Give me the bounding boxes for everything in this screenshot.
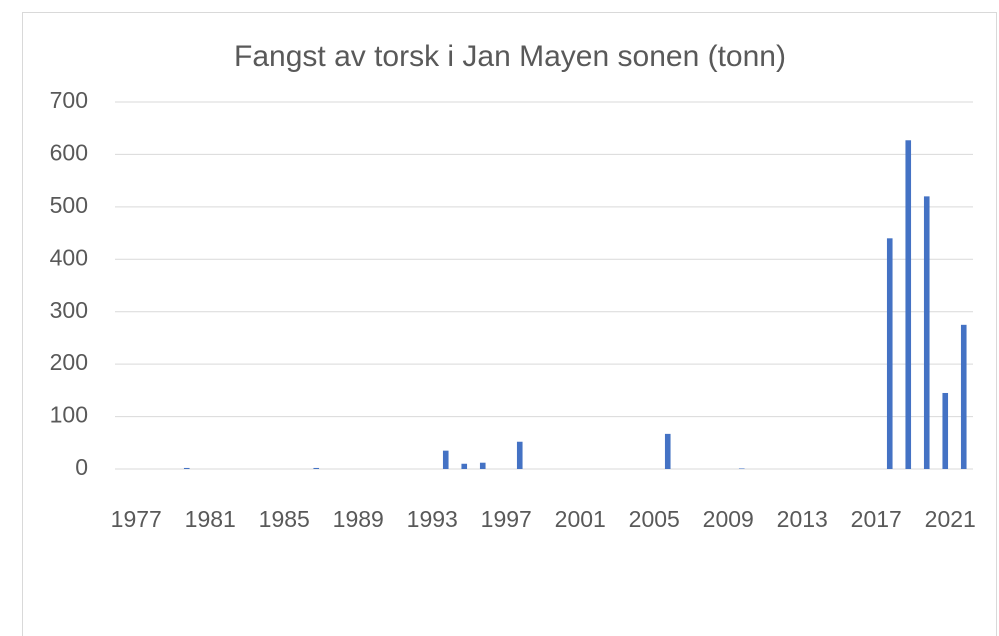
x-tick-label: 2005	[629, 506, 680, 532]
bar	[442, 450, 449, 469]
y-tick-label: 300	[50, 297, 88, 323]
bar	[313, 467, 320, 469]
bar	[479, 462, 486, 469]
bar	[905, 140, 912, 469]
x-tick-label: 2013	[777, 506, 828, 532]
y-tick-label: 0	[75, 454, 88, 480]
x-tick-label: 1993	[407, 506, 458, 532]
bar	[942, 392, 949, 469]
bar	[664, 433, 671, 469]
x-tick-label: 1985	[259, 506, 310, 532]
x-tick-label: 2021	[925, 506, 976, 532]
y-tick-label: 700	[50, 87, 88, 113]
x-tick-label: 1989	[333, 506, 384, 532]
chart-title: Fangst av torsk i Jan Mayen sonen (tonn)	[234, 40, 786, 73]
x-tick-label: 2001	[555, 506, 606, 532]
y-tick-label: 200	[50, 349, 88, 375]
y-tick-label: 100	[50, 402, 88, 428]
bar	[738, 468, 745, 469]
y-tick-label: 500	[50, 192, 88, 218]
x-tick-label: 1997	[481, 506, 532, 532]
x-tick-label: 1977	[111, 506, 162, 532]
bar	[183, 467, 190, 469]
x-tick-label: 1981	[185, 506, 236, 532]
bar	[461, 463, 468, 469]
x-tick-label: 2009	[703, 506, 754, 532]
bar	[960, 324, 967, 469]
chart-border	[22, 12, 997, 636]
bar	[886, 238, 893, 469]
y-tick-label: 600	[50, 140, 88, 166]
bar	[516, 441, 523, 469]
y-tick-label: 400	[50, 244, 88, 270]
bar	[923, 196, 930, 469]
x-tick-label: 2017	[851, 506, 902, 532]
